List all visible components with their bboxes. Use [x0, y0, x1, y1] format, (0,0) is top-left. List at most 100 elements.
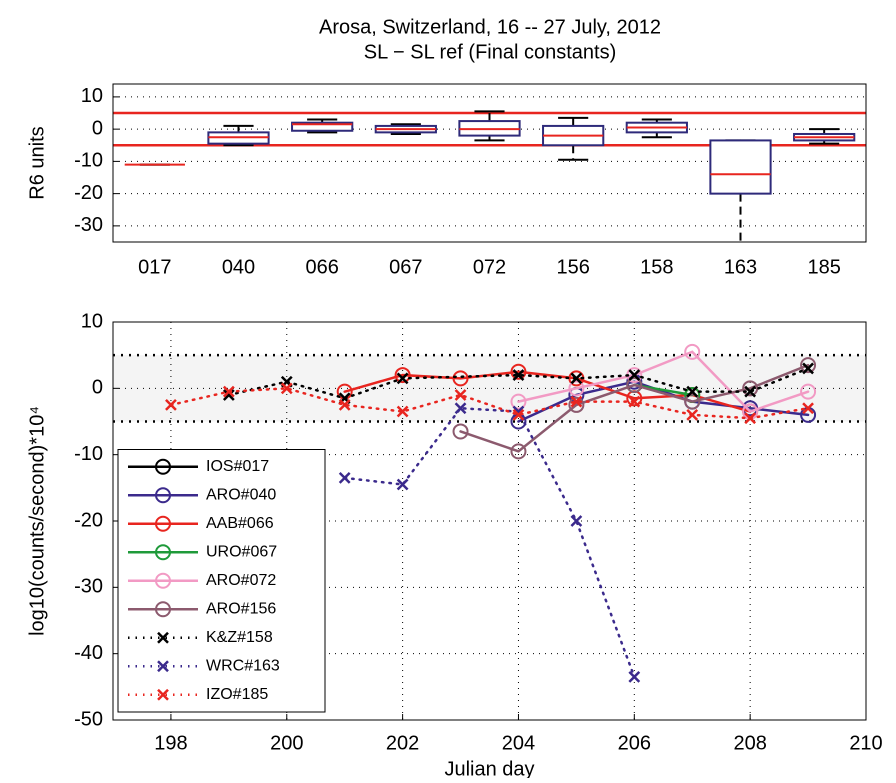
series-line [459, 363, 810, 453]
y-tick-label: -50 [74, 708, 103, 730]
axes-frame [112, 83, 867, 243]
marker [280, 382, 293, 395]
marker [155, 544, 171, 561]
marker [155, 572, 171, 589]
plot-area [113, 110, 866, 242]
marker [452, 370, 469, 387]
chart-subtitle: SL − SL ref (Final constants) [364, 41, 617, 63]
y-tick-label: -40 [74, 642, 103, 664]
marker [684, 343, 701, 360]
marker [338, 399, 351, 411]
x-tick-label: 206 [618, 732, 651, 754]
marker [744, 412, 757, 425]
y-axis-label: R6 units [26, 126, 48, 199]
axes-frame [112, 321, 867, 721]
x-tick-label: 072 [473, 256, 506, 278]
x-tick-label: 156 [556, 256, 589, 278]
marker [568, 396, 585, 413]
marker [628, 369, 641, 381]
series-line [343, 370, 752, 413]
reference-band [113, 355, 866, 422]
x-tick-label: 208 [733, 732, 766, 754]
marker [155, 601, 171, 618]
x-tick-label: 200 [270, 732, 303, 754]
marker [800, 383, 817, 400]
legend-label: URO#067 [206, 543, 277, 560]
y-tick-label: 10 [81, 85, 103, 107]
marker [742, 380, 759, 397]
marker [454, 402, 467, 415]
marker [570, 372, 583, 385]
y-tick-label: -30 [74, 576, 103, 598]
marker [394, 367, 411, 384]
marker [454, 389, 467, 401]
marker [686, 385, 699, 398]
marker [222, 385, 235, 398]
marker [802, 362, 814, 375]
x-tick-label: 202 [386, 732, 419, 754]
y-tick-label: 0 [92, 117, 103, 139]
marker [568, 380, 585, 397]
marker [628, 395, 641, 408]
marker [338, 471, 351, 484]
y-tick-label: 10 [81, 310, 103, 332]
y-tick-label: -10 [74, 443, 103, 465]
marker [157, 631, 169, 644]
x-tick-label: 066 [305, 256, 338, 278]
y-tick-label: -30 [74, 214, 103, 236]
marker [155, 458, 171, 475]
marker [222, 389, 235, 401]
marker [510, 443, 527, 460]
box [709, 139, 772, 195]
legend-label: WRC#163 [206, 657, 280, 674]
marker [628, 670, 641, 683]
marker [684, 393, 701, 410]
y-tick-label: -10 [74, 150, 103, 172]
marker [155, 515, 171, 532]
marker [396, 478, 409, 491]
y-tick-label: -20 [74, 182, 103, 204]
legend-label: ARO#072 [206, 572, 276, 589]
marker [165, 399, 177, 411]
plot-area [165, 343, 817, 683]
marker [510, 363, 527, 380]
marker [626, 377, 643, 394]
marker [510, 393, 527, 410]
x-axis-label: Julian day [444, 758, 534, 778]
marker [452, 423, 469, 440]
legend-label: IZO#185 [206, 686, 268, 703]
marker [570, 515, 583, 527]
marker [155, 487, 171, 504]
marker [800, 357, 817, 374]
x-tick-label: 017 [138, 256, 171, 278]
legend-label: K&Z#158 [206, 629, 273, 646]
x-tick-label: 158 [640, 256, 673, 278]
box [291, 121, 354, 132]
x-tick-label: 204 [502, 732, 535, 754]
marker [396, 372, 409, 385]
marker [744, 385, 757, 398]
x-tick-label: 067 [389, 256, 422, 278]
x-tick-label: 198 [154, 732, 187, 754]
marker [570, 395, 583, 408]
y-axis-label: log10(counts/second)*10⁴ [26, 406, 48, 636]
x-tick-label: 185 [807, 256, 840, 278]
y-tick-label: 0 [92, 377, 103, 399]
legend-label: ARO#156 [206, 600, 276, 617]
series-line [227, 367, 810, 400]
marker [157, 660, 169, 673]
y-tick-label: -20 [74, 509, 103, 531]
chart-title: Arosa, Switzerland, 16 -- 27 July, 2012 [319, 16, 661, 38]
marker [157, 688, 169, 701]
legend-label: ARO#040 [206, 486, 276, 503]
series-line [343, 406, 636, 679]
x-tick-label: 210 [849, 732, 882, 754]
x-tick-label: 163 [724, 256, 757, 278]
legend-label: AAB#066 [206, 515, 274, 532]
x-tick-label: 040 [222, 256, 255, 278]
marker [396, 405, 409, 418]
series-line [517, 350, 810, 413]
marker [686, 408, 699, 421]
legend-label: IOS#017 [206, 458, 269, 475]
